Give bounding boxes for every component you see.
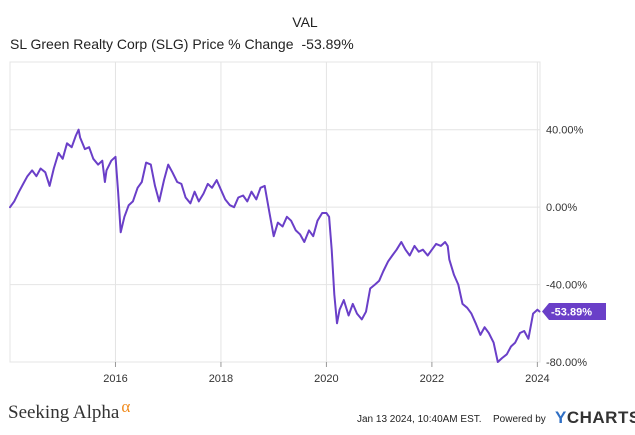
alpha-icon: α (121, 397, 131, 416)
x-tick-label: 2022 (420, 373, 444, 385)
axis-layer: 40.00% 0.00% -40.00% -80.00% 2016 2018 2020 202… (103, 125, 606, 385)
x-tick-label: 2020 (314, 373, 338, 385)
x-tick-label: 2016 (103, 373, 127, 385)
y-tick-label: 0.00% (546, 202, 577, 214)
ycharts-logo: YCHARTS (555, 408, 635, 427)
grid-layer (9, 61, 541, 363)
legend-symbol: VAL (292, 14, 318, 30)
last-value-label: -53.89% (551, 306, 592, 318)
x-tick-label: 2024 (525, 373, 549, 385)
legend-series-label: SL Green Realty Corp (SLG) Price % Chang… (10, 36, 294, 52)
chart-timestamp: Jan 13 2024, 10:40AM EST. (357, 414, 482, 425)
y-tick-label: -80.00% (546, 357, 587, 369)
legend-series: SL Green Realty Corp (SLG) Price % Chang… (10, 36, 354, 52)
legend-series-value: -53.89% (301, 36, 354, 52)
powered-by-label: Powered by (493, 414, 546, 425)
y-tick-label: 40.00% (546, 125, 584, 137)
y-tick-label: -40.00% (546, 280, 587, 292)
series-line (9, 128, 541, 363)
line-layer (9, 128, 541, 363)
last-value-badge (542, 302, 606, 320)
seeking-alpha-logo: Seeking Alpha α (8, 397, 131, 423)
ycharts-y-icon: Y (555, 408, 567, 427)
plot-frame (9, 61, 541, 363)
x-tick-label: 2018 (209, 373, 233, 385)
